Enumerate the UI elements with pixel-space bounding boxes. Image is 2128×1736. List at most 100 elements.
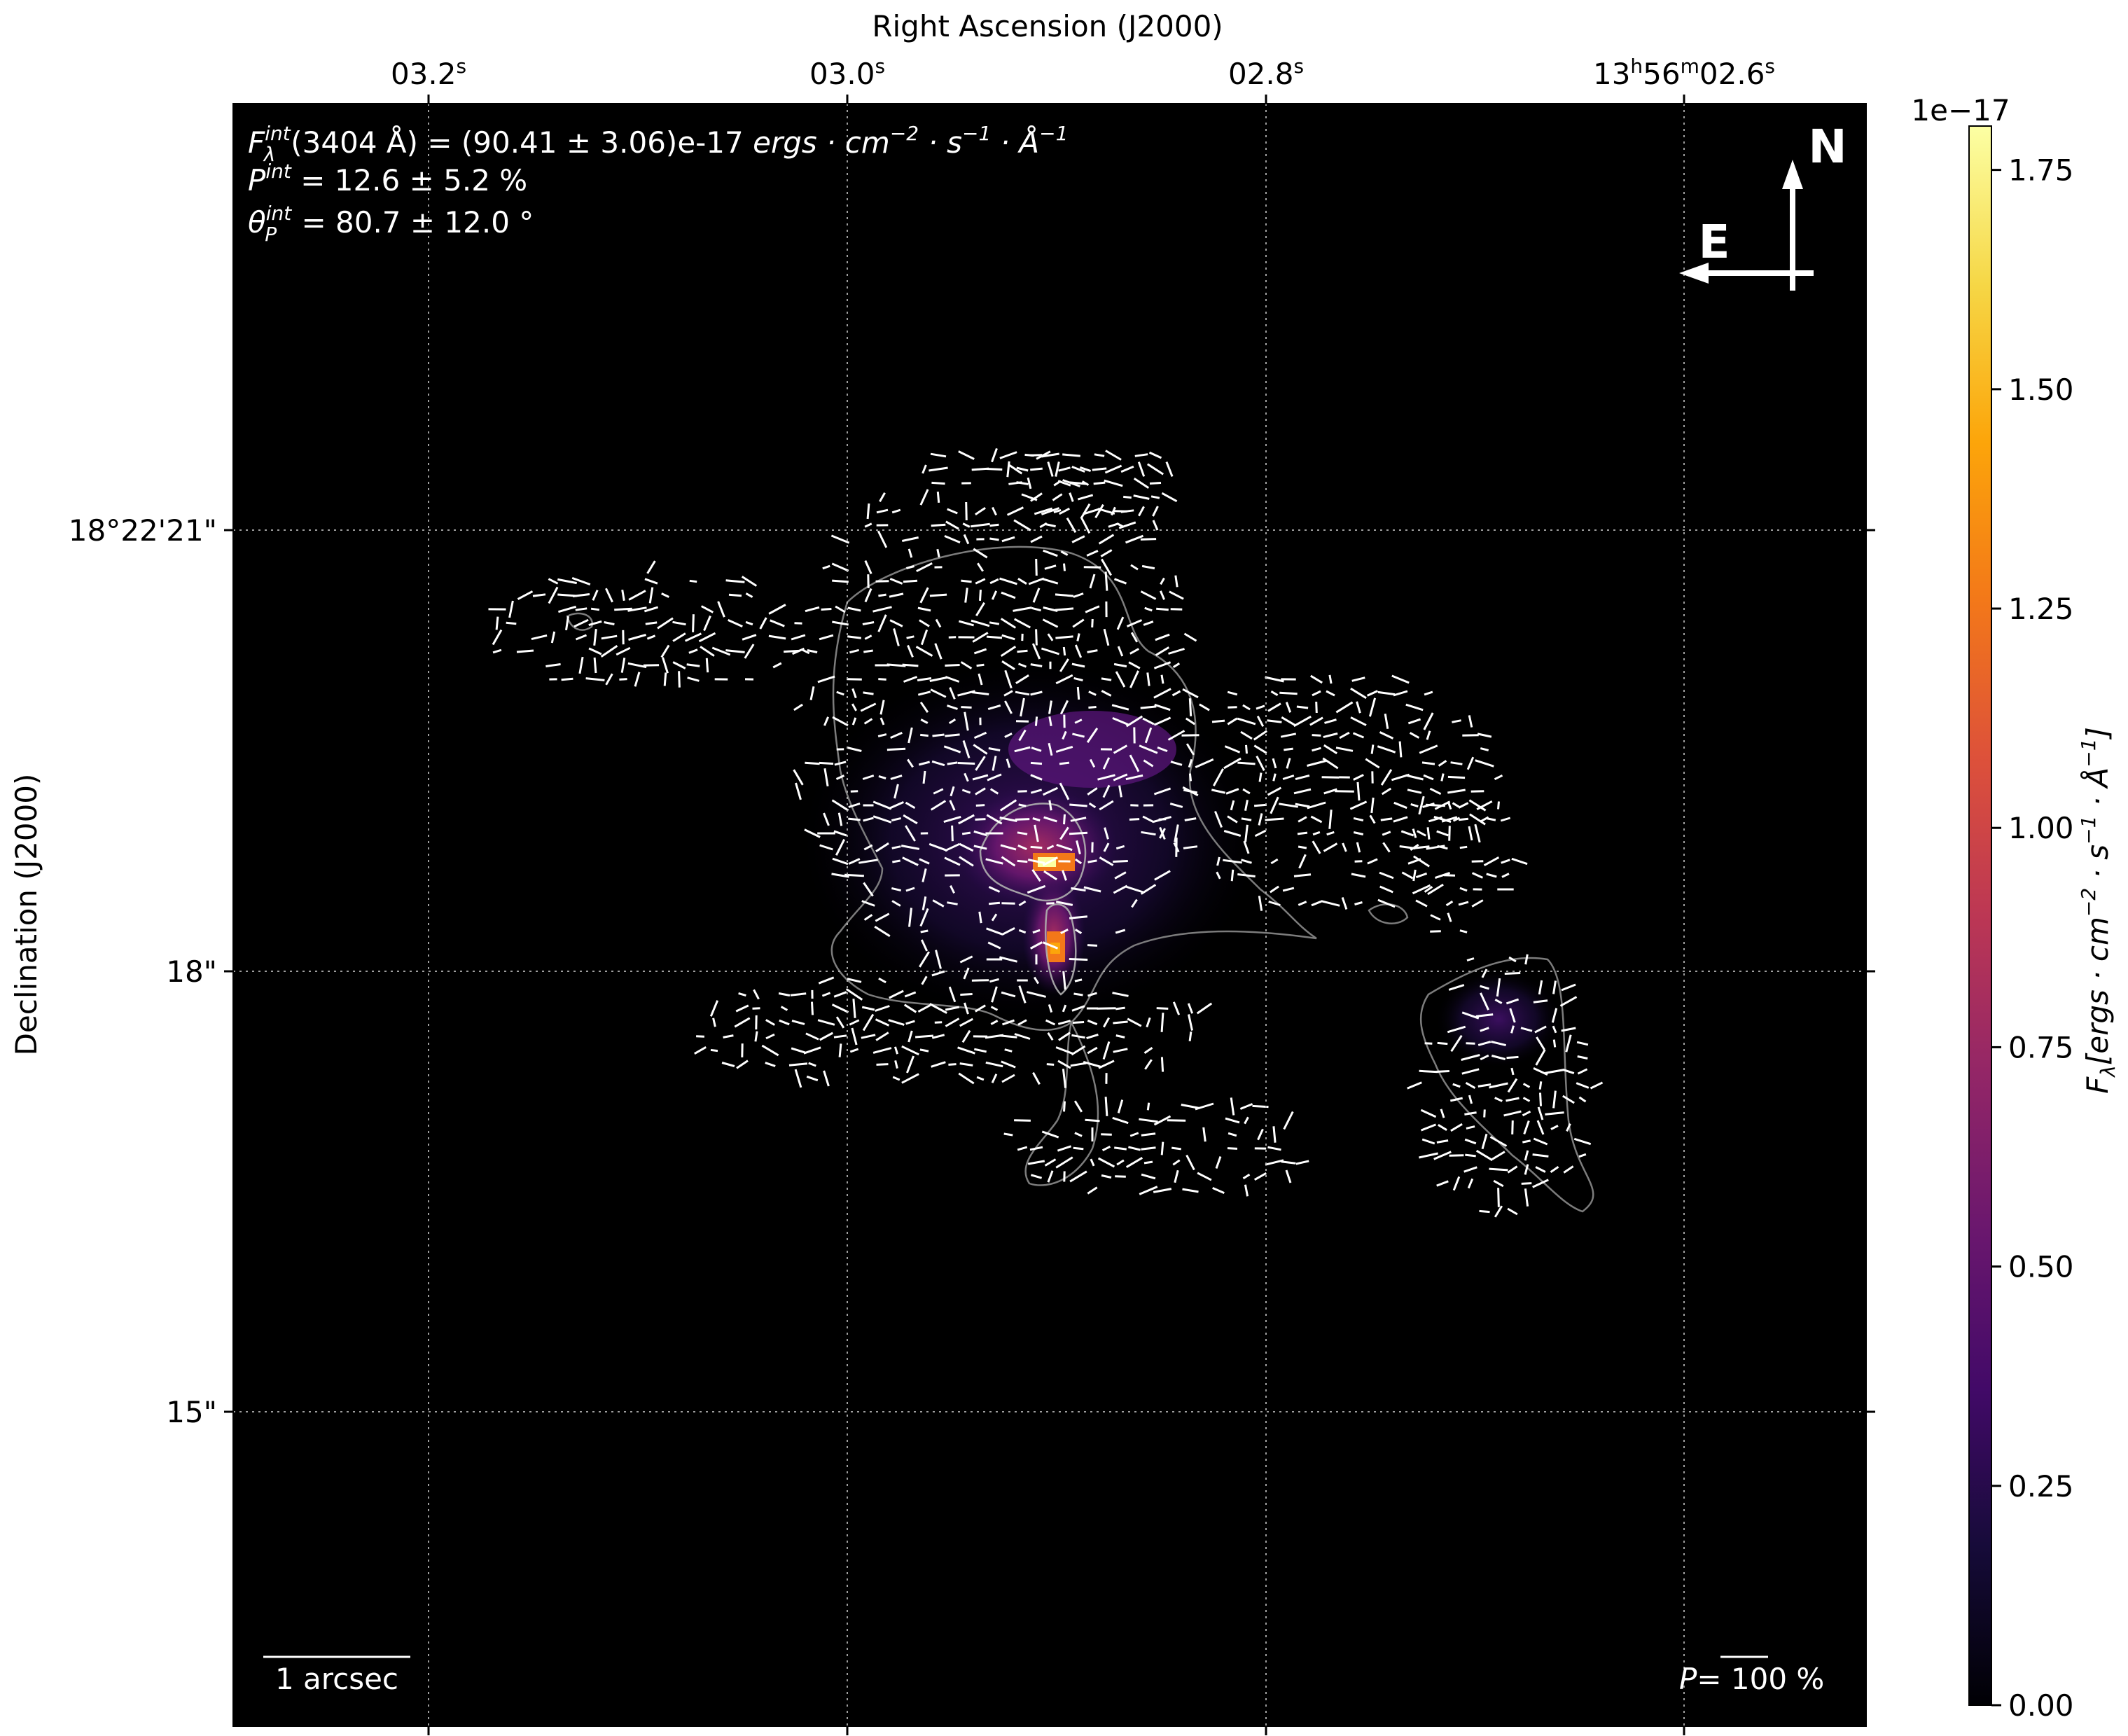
polarization-vector bbox=[1256, 756, 1265, 771]
polarization-vector bbox=[1230, 869, 1235, 882]
polarization-vector bbox=[1083, 566, 1101, 569]
polarization-vector bbox=[1047, 1032, 1054, 1041]
polarization-vector bbox=[835, 775, 845, 780]
polarization-vector bbox=[1029, 1146, 1043, 1151]
polarization-vector bbox=[1060, 929, 1069, 934]
polarization-vector bbox=[1113, 662, 1127, 668]
polarization-vector bbox=[1059, 658, 1069, 672]
polarization-vector bbox=[1027, 859, 1045, 864]
polarization-vector bbox=[1127, 1018, 1142, 1027]
polarization-vector bbox=[1244, 1116, 1249, 1125]
polarization-vector bbox=[1069, 915, 1088, 919]
polarization-vector bbox=[879, 717, 885, 725]
polarization-vector bbox=[1087, 859, 1097, 863]
polarization-vector bbox=[1080, 503, 1091, 520]
polarization-vector bbox=[1072, 732, 1085, 738]
polarization-vector bbox=[1421, 761, 1435, 765]
polarization-vector bbox=[1491, 1055, 1506, 1060]
pol-scale-label: P= 100 % bbox=[1679, 1662, 1824, 1696]
polarization-vector bbox=[1041, 1130, 1059, 1139]
polarization-vector bbox=[1573, 1137, 1592, 1146]
polarization-vector bbox=[1043, 549, 1058, 557]
polarization-vector bbox=[849, 1019, 860, 1026]
polarization-vector bbox=[700, 646, 715, 657]
polarization-vector bbox=[1310, 815, 1323, 824]
polarization-vector bbox=[1017, 1146, 1028, 1151]
polarization-vector bbox=[1216, 856, 1221, 866]
polarization-vector bbox=[1312, 840, 1321, 854]
polarization-vector bbox=[1466, 756, 1475, 770]
polarization-vector bbox=[1280, 732, 1297, 738]
polarization-vector bbox=[548, 586, 559, 604]
polarization-vector bbox=[1161, 492, 1178, 503]
polarization-vector bbox=[1535, 1049, 1546, 1066]
polarization-vector bbox=[1018, 803, 1027, 807]
polarization-vector bbox=[965, 501, 968, 521]
polarization-vector bbox=[1239, 1103, 1253, 1110]
polarization-vector bbox=[1181, 734, 1199, 737]
polarization-vector bbox=[848, 803, 861, 808]
polarization-vector bbox=[1435, 1070, 1449, 1073]
polarization-vector bbox=[1152, 506, 1159, 517]
polarization-vector bbox=[1505, 1097, 1519, 1102]
polarization-vector bbox=[1053, 508, 1062, 514]
polarization-vector bbox=[920, 939, 929, 952]
polarization-vector bbox=[1144, 727, 1153, 744]
polarization-vector bbox=[849, 648, 859, 654]
polarization-vector bbox=[1160, 1013, 1164, 1032]
polarization-vector bbox=[1268, 901, 1281, 906]
polarization-vector bbox=[1458, 802, 1469, 809]
polarization-vector bbox=[905, 1020, 915, 1025]
polarization-vector bbox=[905, 887, 915, 892]
polarization-vector bbox=[1074, 858, 1083, 865]
polarization-vector bbox=[1182, 1188, 1199, 1193]
polarization-vector bbox=[1089, 758, 1096, 768]
polarization-vector bbox=[1407, 1081, 1422, 1090]
polarization-vector bbox=[991, 590, 998, 600]
polarization-vector bbox=[1559, 996, 1578, 1007]
polarization-vector bbox=[916, 562, 933, 573]
polarization-vector bbox=[1298, 854, 1307, 869]
polarization-vector bbox=[959, 856, 974, 867]
polarization-vector bbox=[1309, 716, 1323, 726]
polarization-vector bbox=[1053, 480, 1062, 487]
polarization-vector bbox=[1071, 887, 1086, 892]
polarization-vector bbox=[1158, 818, 1167, 821]
polarization-vector bbox=[1370, 797, 1375, 814]
polarization-vector bbox=[1141, 1173, 1156, 1180]
polarization-vector bbox=[864, 634, 872, 640]
polarization-vector bbox=[1477, 1041, 1491, 1046]
polarization-vector bbox=[1195, 758, 1214, 768]
polarization-vector bbox=[866, 503, 870, 520]
polarization-vector bbox=[1140, 705, 1157, 709]
polarization-vector bbox=[1073, 1100, 1083, 1113]
polarization-vector bbox=[1042, 578, 1059, 585]
polarization-vector bbox=[875, 912, 890, 922]
polarization-vector bbox=[1384, 714, 1389, 729]
polarization-vector bbox=[645, 621, 658, 625]
polarization-vector bbox=[1474, 824, 1481, 843]
polarization-vector bbox=[1105, 450, 1122, 461]
polarization-vector bbox=[1055, 593, 1074, 597]
polarization-vector bbox=[890, 732, 903, 739]
polarization-vector bbox=[1489, 1167, 1508, 1172]
polarization-vector bbox=[917, 690, 931, 696]
polarization-vector bbox=[1426, 845, 1445, 850]
polarization-vector bbox=[920, 718, 929, 724]
polarization-vector bbox=[1459, 929, 1468, 933]
polarization-vector bbox=[1115, 1006, 1125, 1011]
polarization-vector bbox=[1443, 874, 1456, 877]
polarization-vector bbox=[1187, 1003, 1194, 1014]
polarization-vector bbox=[1141, 1146, 1156, 1151]
polarization-vector bbox=[1102, 1041, 1111, 1060]
polarization-vector bbox=[1160, 674, 1164, 684]
polarization-vector bbox=[1253, 803, 1267, 807]
polarization-vector bbox=[950, 884, 955, 894]
polarization-vector bbox=[1055, 674, 1073, 685]
polarization-vector bbox=[765, 1019, 775, 1026]
polarization-vector bbox=[1027, 884, 1046, 894]
polarization-vector bbox=[1494, 1205, 1503, 1218]
polarization-vector bbox=[1565, 1034, 1572, 1053]
polarization-vector bbox=[1006, 758, 1011, 768]
